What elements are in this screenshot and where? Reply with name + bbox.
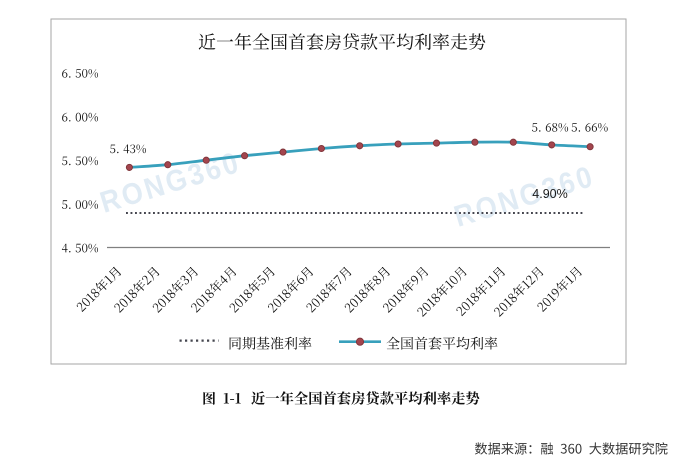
svg-text:4.90%: 4.90% [532,187,567,201]
